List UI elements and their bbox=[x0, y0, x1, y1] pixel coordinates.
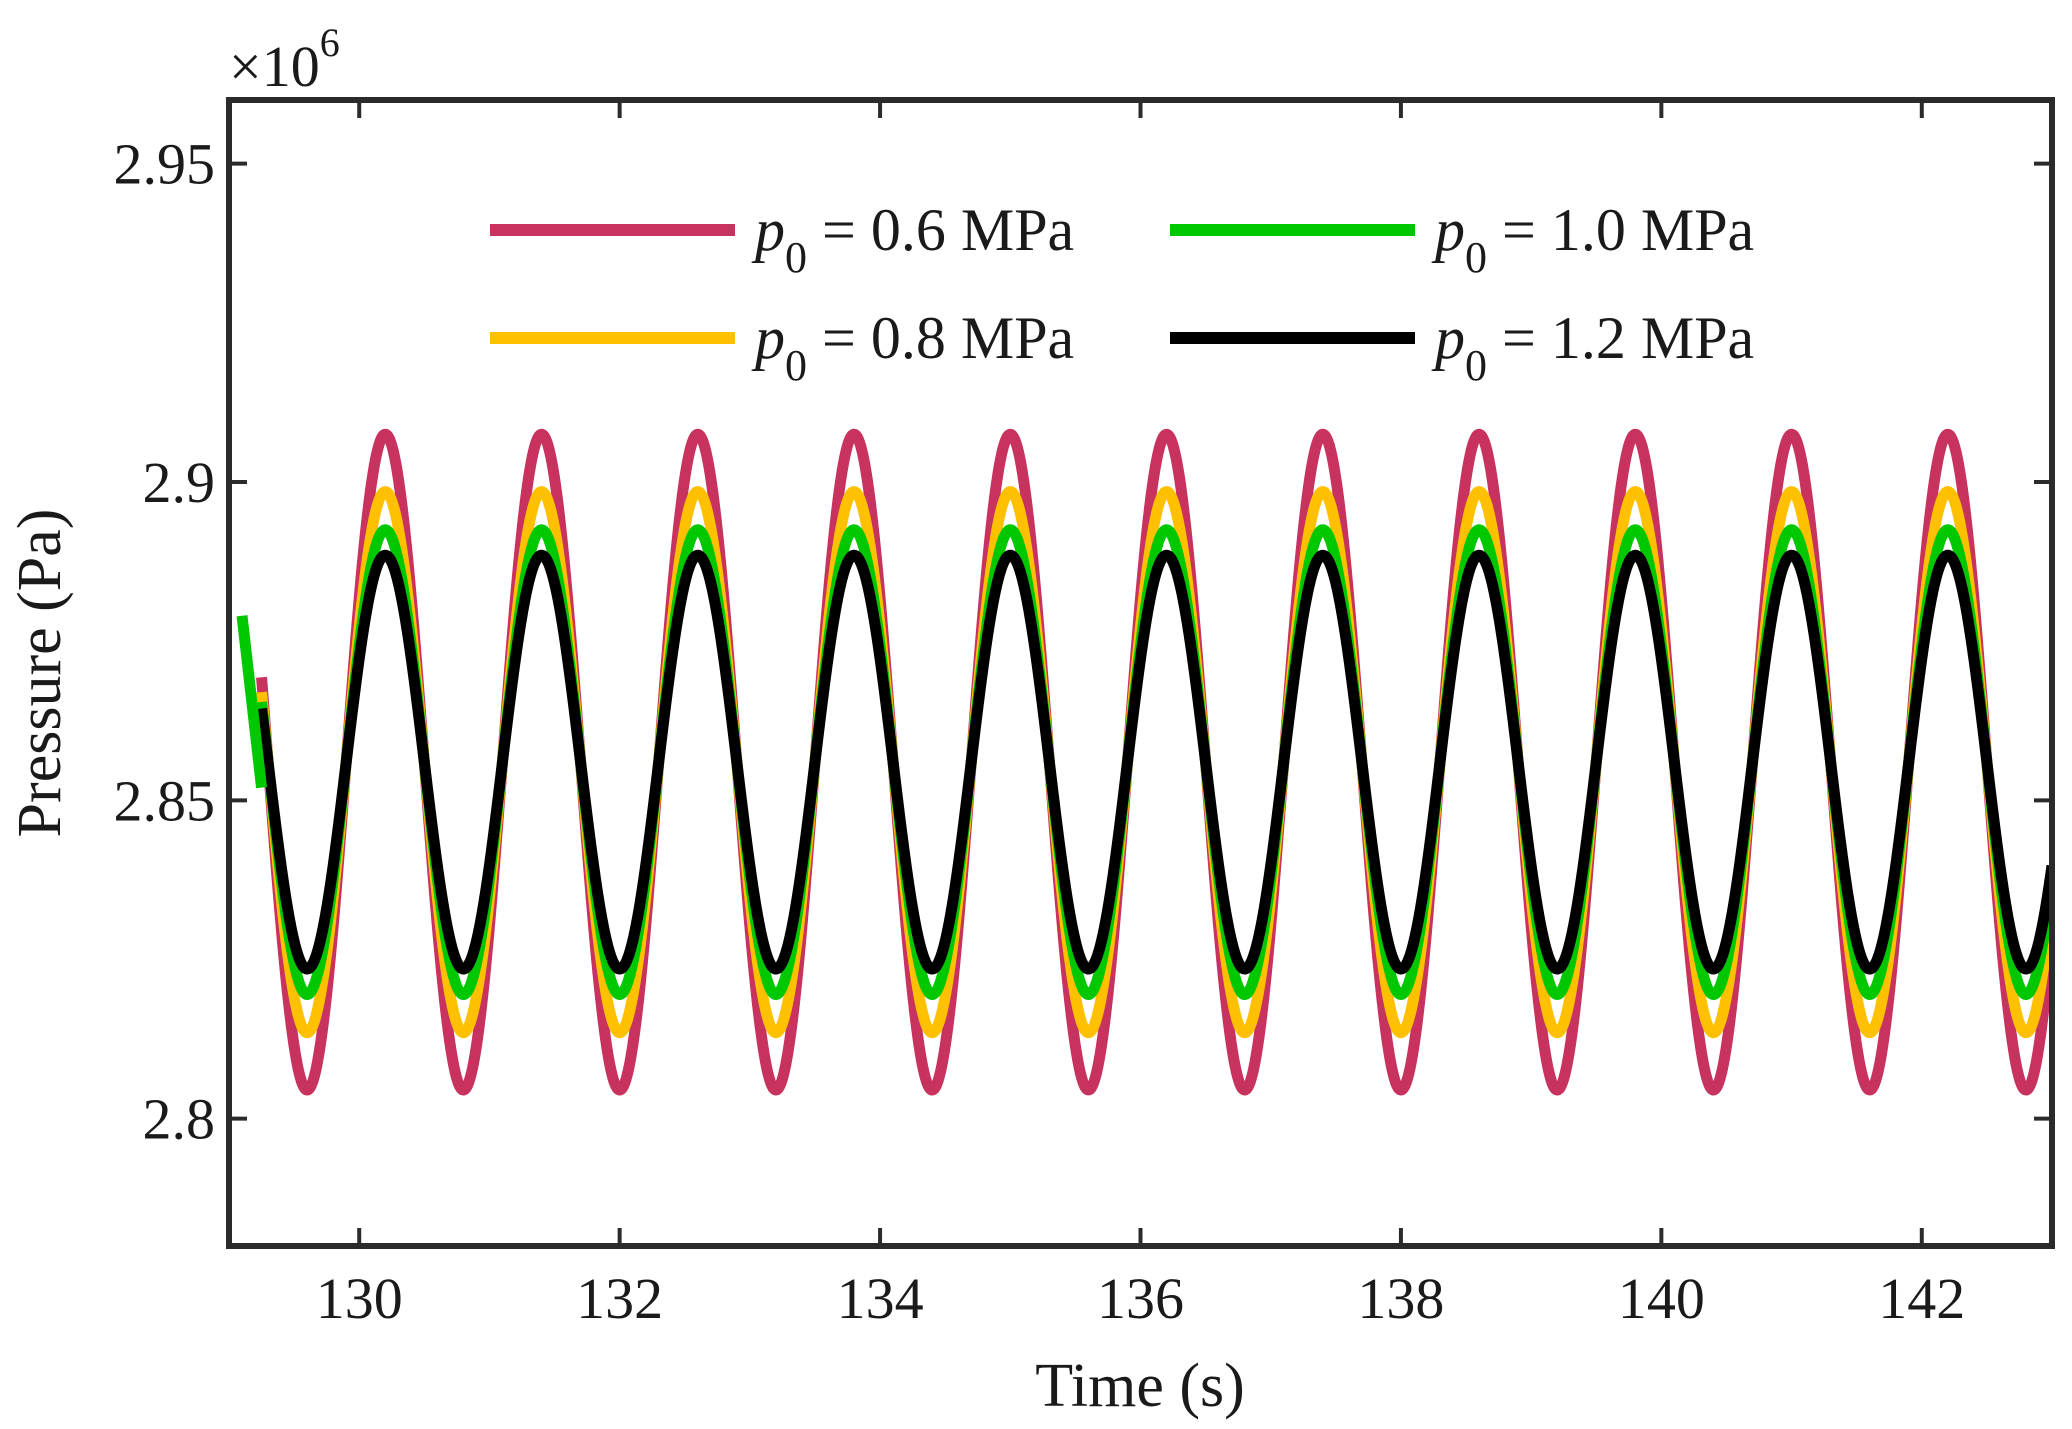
legend: p0 = 0.6 MPa p0 = 0.8 MPa p0 = 1.0 MPa p0 =… bbox=[490, 197, 1754, 390]
x-axis-label: Time (s) bbox=[1035, 1352, 1245, 1420]
legend-label: p0 = 0.6 MPa bbox=[751, 197, 1074, 282]
x-tick-label: 134 bbox=[837, 1266, 924, 1331]
x-tick-label: 140 bbox=[1618, 1266, 1705, 1331]
x-axis-ticks: 130 132 134 136 138 140 142 bbox=[316, 100, 1965, 1331]
y-tick-label: 2.85 bbox=[114, 768, 216, 833]
y-multiplier: ×106 bbox=[229, 20, 340, 99]
y-axis-ticks: 2.8 2.85 2.9 2.95 bbox=[114, 132, 2052, 1152]
legend-label: p0 = 1.2 MPa bbox=[1431, 305, 1754, 390]
x-tick-label: 130 bbox=[316, 1266, 403, 1331]
y-tick-label: 2.95 bbox=[114, 132, 216, 197]
series-layer bbox=[236, 428, 2052, 1096]
x-tick-label: 142 bbox=[1878, 1266, 1965, 1331]
y-tick-label: 2.8 bbox=[143, 1087, 216, 1152]
legend-label: p0 = 1.0 MPa bbox=[1431, 197, 1754, 282]
y-axis-label: Pressure (Pa) bbox=[6, 509, 74, 838]
x-tick-label: 132 bbox=[576, 1266, 663, 1331]
x-tick-label: 138 bbox=[1357, 1266, 1444, 1331]
legend-item-p0-0-6-mpa: p0 = 0.6 MPa bbox=[490, 197, 1074, 282]
legend-item-p0-0-8-mpa: p0 = 0.8 MPa bbox=[490, 305, 1074, 390]
legend-item-p0-1-0-mpa: p0 = 1.0 MPa bbox=[1170, 197, 1754, 282]
x-tick-label: 136 bbox=[1097, 1266, 1184, 1331]
y-tick-label: 2.9 bbox=[143, 450, 216, 515]
series-line-p0-1-2-mpa bbox=[256, 549, 2052, 975]
legend-item-p0-1-2-mpa: p0 = 1.2 MPa bbox=[1170, 305, 1754, 390]
legend-label: p0 = 0.8 MPa bbox=[751, 305, 1074, 390]
series-start-segment bbox=[236, 615, 268, 789]
